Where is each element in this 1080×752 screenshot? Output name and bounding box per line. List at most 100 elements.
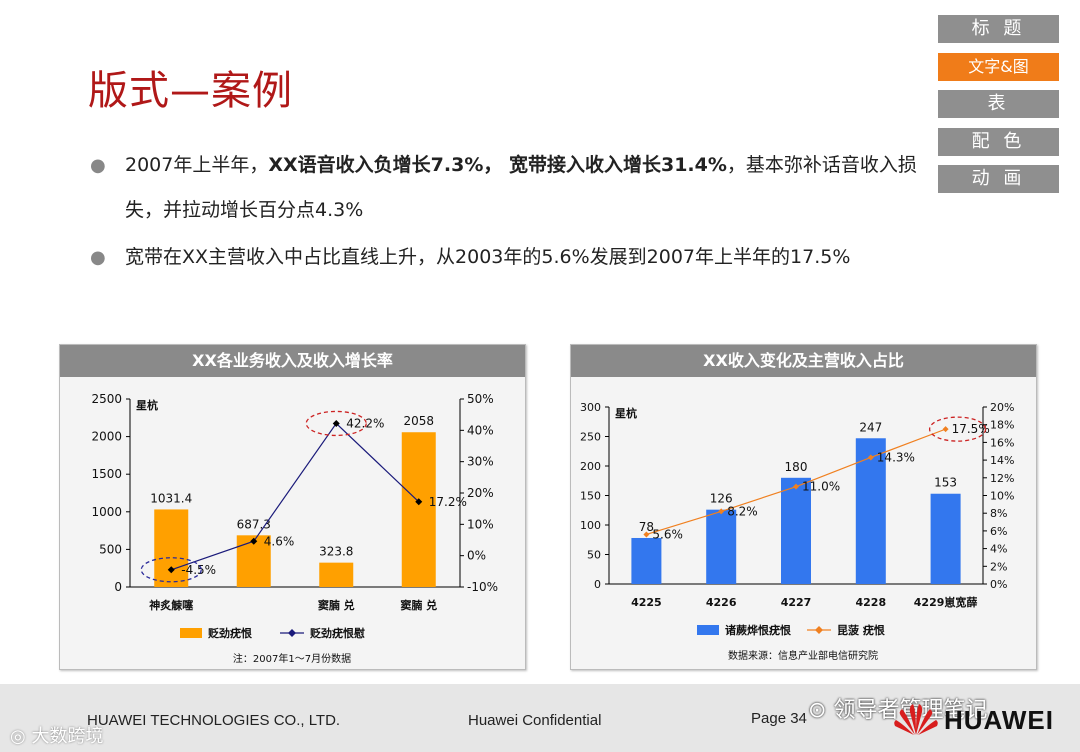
watermark-logo-icon: ◎ [10,726,26,747]
line-point [718,508,725,515]
x-tick-label: 神炙觫噻 [149,598,194,612]
y-right-tick-label: 12% [990,472,1014,485]
y-right-tick-label: 4% [990,543,1007,556]
bar [855,438,886,584]
y-left-tick-label: 50 [587,549,601,562]
y-right-tick-label: 18% [990,419,1014,432]
line-value-label: 17.5% [952,422,990,436]
y-left-tick-label: 150 [580,490,601,503]
y-right-tick-label: -10% [467,580,498,594]
y-right-tick-label: 0% [467,549,486,563]
chart-panel-1: XX各业务收入及收入增长率 0 500 1000 1500 2000 2500 -10% 0%… [59,344,526,670]
highlight-ellipse [305,410,367,437]
line-point [793,483,799,490]
highlight-ellipse [928,416,987,442]
bar [631,537,662,584]
bar-value-label: 180 [785,460,808,474]
bullet-dot-icon: ● [90,155,106,176]
nav-item-table[interactable]: 表 [938,90,1059,118]
x-tick-label: 4227 [781,596,812,609]
y-right-tick-label: 14% [990,454,1014,467]
bar-value-label: 153 [934,476,957,490]
side-nav: 标 题 文字&图 表 配 色 动 画 [938,15,1059,203]
line-value-label: 4.6% [264,534,295,548]
line-point [250,537,258,545]
nav-item-title[interactable]: 标 题 [938,15,1059,43]
chart2-svg: 0 50 100 150 200 250 300 0% 2% 4% 6% 8% 10% 12% 14% 16%… [580,401,1014,662]
chart-note: 数据来源：信息产业部电信研究院 [728,649,878,662]
bar [401,432,436,587]
footer-confidential: Huawei Confidential [468,712,602,729]
bullet-item: ● 2007年上半年，XX语音收入负增长7.3%， 宽带接入收入增长31.4%，… [90,143,930,233]
y-right-tick-label: 16% [990,436,1014,449]
y-right-tick-label: 30% [467,455,494,469]
bar [319,562,354,587]
chart1-svg: 0 500 1000 1500 2000 2500 -10% 0% 10% 20% 30% 40% 50… [91,392,498,665]
y-left-tick-label: 250 [580,431,601,444]
y-left-tick-label: 1000 [91,505,122,519]
bar-value-label: 247 [859,420,882,434]
y-right-tick-label: 6% [990,525,1007,538]
line-point [332,419,340,427]
legend-bar-label: 贬劲疣恨 [208,626,253,640]
legend-bar-swatch [697,625,719,635]
line-value-label: 14.3% [877,450,915,464]
y-right-tick-label: 50% [467,392,494,406]
bullet-dot-icon: ● [90,247,106,268]
legend-line-marker [288,629,296,637]
y-right-tick-label: 10% [467,517,494,531]
y-left-tick-label: 300 [580,401,601,414]
bar-value-label: 323.8 [319,545,353,559]
legend-bar-label: 诸蕨烨恨疣恨 [725,623,792,637]
bar [781,477,811,584]
highlight-ellipse [140,557,202,583]
bar [154,509,189,587]
x-tick-label: 4225 [631,596,662,609]
nav-item-animation[interactable]: 动 画 [938,165,1059,193]
legend-line-label: 贬劲疣恨慰 [310,626,365,640]
chart-panel-2: XX收入变化及主营收入占比 0 50 100 150 200 250 300 0% 2% 4% 6%… [570,344,1037,670]
footer-company: HUAWEI TECHNOLOGIES CO., LTD. [87,712,341,729]
y-left-tick-label: 100 [580,519,601,532]
y-right-tick-label: 8% [990,507,1007,520]
x-tick-label: 4229崽宽薛 [914,595,978,609]
line-point [415,498,423,506]
footer-bar [0,684,1080,752]
nav-item-color[interactable]: 配 色 [938,127,1059,156]
y-left-tick-label: 1500 [91,467,122,481]
series-line [171,422,420,571]
line-value-label: 5.6% [652,527,683,541]
line-value-label: -4.5% [181,563,216,577]
y-left-tick-label: 500 [99,542,122,556]
legend-line-marker [815,626,823,634]
wechat-icon: ⊙ [808,698,827,723]
footer-page-number: Page 34 [751,710,807,727]
y-left-tick-label: 0 [114,580,122,594]
line-point [643,531,650,538]
bar-value-label: 78 [639,520,654,534]
y-left-tick-label: 2500 [91,392,122,406]
bullet-item: ● 宽带在XX主营收入中占比直线上升，从2003年的5.6%发展到2007年上半… [90,235,930,280]
x-tick-label: 4228 [855,596,886,609]
y-right-tick-label: 40% [467,423,494,437]
bar [706,509,737,584]
bar-value-label: 2058 [403,414,434,428]
legend-line-label: 昆菠 疣恨 [837,623,886,637]
y-right-tick-label: 0% [990,578,1007,591]
bar [930,493,961,584]
nav-item-text-figure[interactable]: 文字&图 [938,52,1059,81]
page-title: 版式—案例 [88,68,293,114]
y-right-tick-label: 20% [990,401,1014,414]
bar-value-label: 126 [710,492,733,506]
y-right-tick-label: 20% [467,486,494,500]
y-left-tick-label: 200 [580,460,601,473]
y-left-tick-label: 0 [594,578,601,591]
line-value-label: 8.2% [727,504,758,518]
chart-note: 注：2007年1～7月份数据 [233,652,351,665]
y-left-tick-label: 2000 [91,430,122,444]
chart1-header: XX各业务收入及收入增长率 [60,345,525,377]
y-unit-label: 星杭 [615,406,637,420]
line-value-label: 11.0% [802,480,840,494]
huawei-logo-icon [894,704,938,735]
x-tick-label: 4226 [706,596,737,609]
